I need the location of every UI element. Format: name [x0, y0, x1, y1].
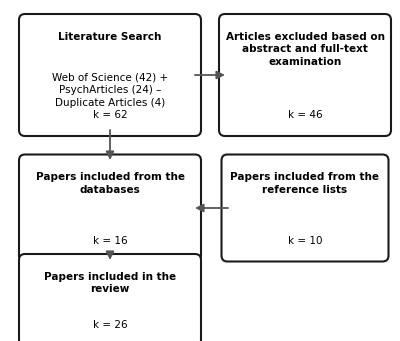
Text: k = 46: k = 46 — [288, 110, 322, 120]
Text: k = 26: k = 26 — [93, 320, 127, 330]
Text: Web of Science (42) +
PsychArticles (24) –
Duplicate Articles (4)
k = 62: Web of Science (42) + PsychArticles (24)… — [52, 73, 168, 120]
Text: Literature Search: Literature Search — [58, 32, 162, 42]
FancyBboxPatch shape — [19, 14, 201, 136]
Text: Papers included from the
reference lists: Papers included from the reference lists — [230, 173, 380, 195]
Text: Articles excluded based on
abstract and full-text
examination: Articles excluded based on abstract and … — [226, 32, 384, 67]
Text: k = 10: k = 10 — [288, 236, 322, 246]
FancyBboxPatch shape — [222, 154, 388, 262]
Text: Papers included in the
review: Papers included in the review — [44, 272, 176, 294]
Text: Papers included from the
databases: Papers included from the databases — [36, 173, 184, 195]
Text: k = 16: k = 16 — [93, 236, 127, 246]
FancyBboxPatch shape — [219, 14, 391, 136]
FancyBboxPatch shape — [19, 154, 201, 262]
FancyBboxPatch shape — [19, 254, 201, 341]
